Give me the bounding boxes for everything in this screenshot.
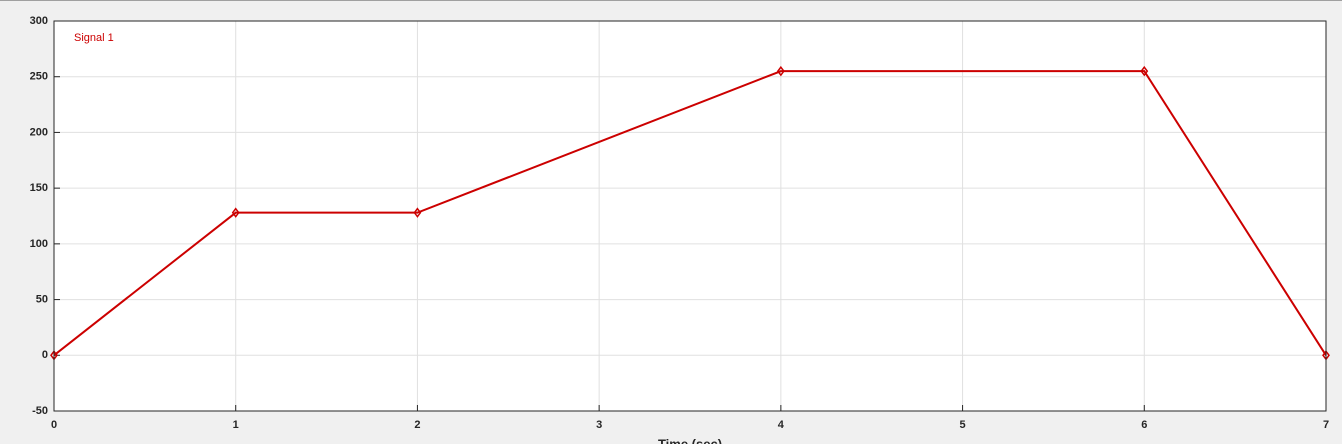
x-tick-label: 0 bbox=[51, 419, 57, 431]
y-tick-label: -50 bbox=[32, 405, 48, 417]
x-tick-label: 7 bbox=[1323, 419, 1329, 431]
x-axis-label: Time (sec) bbox=[658, 436, 722, 444]
y-tick-label: 50 bbox=[36, 293, 48, 305]
x-tick-label: 1 bbox=[233, 419, 239, 431]
x-tick-label: 4 bbox=[778, 419, 785, 431]
y-tick-label: 300 bbox=[30, 15, 48, 27]
data-point bbox=[1140, 65, 1149, 77]
x-tick-label: 6 bbox=[1141, 419, 1147, 431]
data-point bbox=[776, 65, 785, 77]
y-tick-label: 150 bbox=[30, 182, 48, 194]
y-tick-label: 100 bbox=[30, 238, 48, 250]
x-tick-label: 2 bbox=[414, 419, 420, 431]
data-point bbox=[413, 207, 422, 218]
x-tick-label: 5 bbox=[960, 419, 966, 431]
legend-entry: Signal 1 bbox=[74, 32, 114, 44]
series-line bbox=[53, 70, 1327, 357]
y-tick-label: 200 bbox=[30, 126, 48, 138]
y-tick-label: 250 bbox=[30, 71, 48, 83]
marks bbox=[50, 65, 1330, 361]
x-tick-label: 3 bbox=[596, 419, 602, 431]
data-point bbox=[231, 207, 240, 218]
y-tick-label: 0 bbox=[42, 349, 48, 361]
plot-area bbox=[54, 21, 1326, 411]
plot-frame bbox=[53, 20, 1327, 412]
